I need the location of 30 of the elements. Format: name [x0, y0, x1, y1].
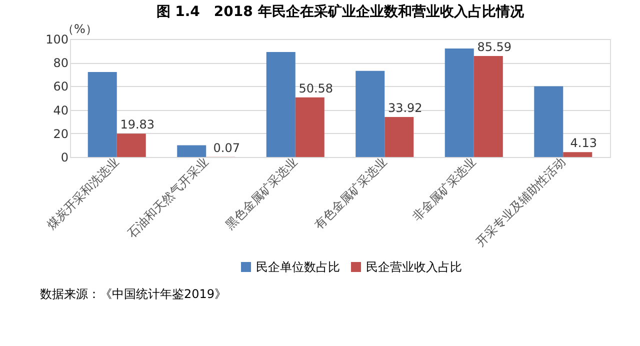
x-tick-label: 非金属矿采选业 [410, 154, 479, 224]
source-note: 数据来源：《中国统计年鉴2019》 [40, 287, 227, 301]
y-tick-label: 60 [53, 80, 68, 94]
data-label: 85.59 [477, 40, 512, 54]
data-label: 19.83 [120, 118, 155, 132]
bar [563, 152, 592, 157]
bar [88, 72, 117, 157]
x-tick-label: 有色金属矿采选业 [312, 154, 390, 232]
bar [474, 56, 503, 157]
data-label: 0.07 [213, 140, 240, 155]
y-tick-label: 80 [53, 56, 68, 70]
bar [295, 97, 324, 157]
bar [266, 52, 296, 157]
y-tick-label: 40 [53, 103, 68, 118]
x-tick-label: 黑色金属矿采选业 [222, 154, 300, 232]
bar [384, 116, 414, 157]
bar [177, 145, 206, 157]
legend-label: 民企单位数占比 [256, 260, 340, 274]
bar [356, 70, 385, 157]
y-tick-label: 0 [60, 150, 68, 164]
data-label: 33.92 [388, 100, 422, 115]
chart-title: 图 1.4 2018 年民企在采矿业企业数和营业收入占比情况 [156, 3, 525, 20]
bar [534, 86, 564, 157]
x-tick-label: 石油和天然气开采业 [124, 154, 212, 241]
bar [444, 48, 474, 157]
data-label: 50.58 [298, 81, 334, 96]
y-tick-label: 20 [53, 126, 68, 141]
data-label: 4.13 [570, 136, 598, 150]
bar [116, 134, 146, 157]
legend-label: 民企营业收入占比 [366, 260, 462, 274]
